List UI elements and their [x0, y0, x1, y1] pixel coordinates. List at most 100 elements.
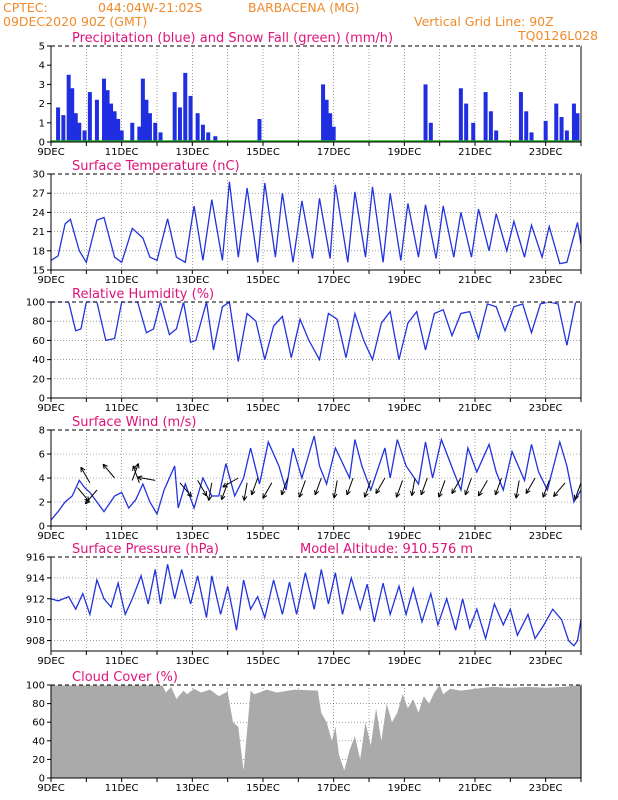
precip-bar: [158, 132, 163, 142]
x-tick-label: 11DEC: [105, 531, 139, 542]
precip-bar: [464, 103, 469, 142]
precip-bar: [423, 84, 428, 142]
pres-line: [50, 564, 582, 647]
precip-bar: [483, 92, 488, 142]
precip-bar: [471, 122, 476, 142]
x-tick-label: 17DEC: [317, 403, 351, 414]
y-tick-label: 912: [26, 594, 45, 605]
y-tick-label: 80: [32, 699, 45, 710]
wind-arrow-head: [363, 492, 369, 498]
y-tick-label: 40: [32, 355, 45, 366]
precip-bar: [518, 92, 523, 142]
wind-arrow: [542, 480, 550, 498]
x-tick-label: 9DEC: [37, 275, 64, 286]
wind-arrow-head: [132, 465, 138, 471]
precip-bar: [200, 124, 205, 142]
precip-bar: [554, 103, 559, 142]
precip-bar: [564, 130, 569, 142]
precip-bar: [77, 122, 82, 142]
y-tick-label: 6: [39, 450, 45, 461]
y-tick-label: 20: [32, 755, 45, 766]
precip-bar: [524, 111, 529, 142]
wind-arrow-head: [395, 492, 401, 498]
rh-panel: [47, 299, 582, 402]
precip-bar: [257, 118, 262, 142]
x-tick-label: 23DEC: [529, 403, 563, 414]
wind-arrow-head: [375, 488, 381, 495]
precip-bar: [140, 78, 145, 142]
wind-arrow-head: [80, 466, 86, 473]
precip-title: Precipitation (blue) and Snow Fall (gree…: [72, 31, 393, 46]
model-code: TQ0126L028: [518, 28, 599, 43]
precip-bar: [428, 122, 433, 142]
wind-arrow: [375, 477, 386, 494]
wind-arrow-head: [202, 490, 208, 497]
precip-bar: [488, 111, 493, 142]
precip-bar: [321, 84, 326, 142]
rh-frame: [50, 301, 582, 399]
x-tick-label: 21DEC: [458, 403, 492, 414]
precip-bar: [144, 99, 149, 142]
x-tick-label: 13DEC: [175, 403, 209, 414]
precip-bar: [213, 136, 218, 142]
wind-arrow-head: [137, 475, 143, 481]
wind-arrow: [420, 477, 428, 496]
temp-panel: [47, 173, 582, 274]
wind-arrow: [333, 480, 338, 499]
wind-arrow: [494, 477, 502, 496]
precip-bar: [112, 111, 117, 142]
wind-arrows: [77, 463, 582, 505]
x-tick-label: 17DEC: [317, 656, 351, 667]
wind-arrow-head: [134, 463, 140, 469]
y-tick-label: 8: [39, 426, 45, 437]
x-tick-label: 11DEC: [105, 656, 139, 667]
x-tick-label: 15DEC: [246, 656, 280, 667]
temp-line: [50, 181, 582, 265]
wind-arrow: [464, 477, 472, 496]
precip-bar: [56, 107, 61, 142]
precip-bar: [172, 92, 177, 142]
y-tick-label: 2: [39, 498, 45, 509]
wind-arrow-head: [345, 489, 351, 496]
wind-arrow-head: [542, 492, 547, 498]
precip-bar: [153, 122, 158, 142]
station-coords: 044:04W-21:02S: [98, 0, 203, 15]
pres-title: Surface Pressure (hPa): [72, 542, 219, 557]
y-tick-label: 5: [39, 42, 45, 53]
x-tick-label: 23DEC: [529, 275, 563, 286]
precip-bar: [147, 113, 152, 142]
wind-arrow: [515, 480, 520, 499]
y-tick-label: 914: [26, 573, 45, 584]
x-tick-label: 13DEC: [175, 275, 209, 286]
precip-bar: [458, 88, 463, 142]
wind-panel: [47, 429, 582, 530]
x-tick-label: 9DEC: [37, 403, 64, 414]
x-tick-label: 11DEC: [105, 783, 139, 794]
y-tick-label: 100: [26, 681, 45, 692]
y-tick-label: 30: [32, 170, 45, 181]
wind-arrow: [132, 465, 140, 483]
precip-bar: [324, 99, 329, 142]
x-tick-label: 19DEC: [387, 275, 421, 286]
y-tick-label: 40: [32, 736, 45, 747]
wind-arrow: [395, 480, 404, 498]
y-tick-label: 0: [39, 774, 45, 785]
x-tick-label: 21DEC: [458, 656, 492, 667]
wind-arrow: [84, 489, 98, 505]
wind-arrow: [243, 482, 248, 501]
wind-arrow-head: [553, 491, 559, 498]
wind-arrow-head: [451, 488, 457, 495]
precip-bar: [529, 132, 534, 142]
precip-bar: [109, 103, 114, 142]
wind-arrow-head: [514, 493, 520, 499]
wind-arrow: [477, 480, 488, 497]
precip-bar: [87, 92, 92, 142]
station-name: BARBACENA (MG): [248, 0, 360, 15]
cloud-title: Cloud Cover (%): [72, 670, 178, 685]
wind-arrow-head: [573, 494, 579, 501]
wind-arrow-head: [525, 488, 531, 495]
precip-bar: [575, 113, 580, 142]
precip-bar: [94, 99, 99, 142]
wind-arrow: [364, 480, 372, 498]
wind-arrow: [137, 476, 156, 481]
